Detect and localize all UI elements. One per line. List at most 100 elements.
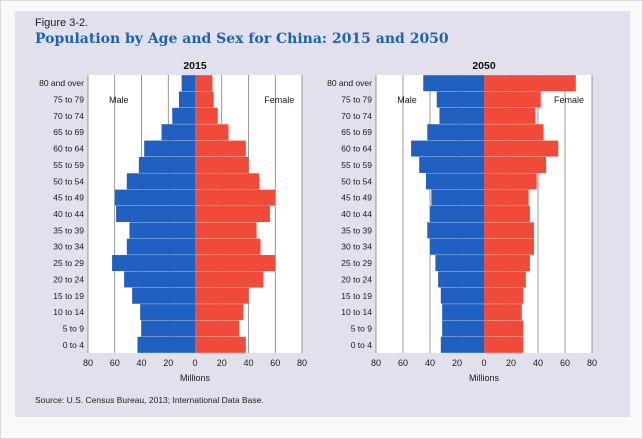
age-label: 50 to 54	[341, 176, 372, 186]
bar-male-7	[114, 189, 195, 206]
bar-male-11	[112, 255, 195, 272]
chart-title-2015: 2015	[183, 60, 207, 72]
bar-female-0	[484, 75, 576, 92]
age-label: 10 to 14	[53, 307, 84, 317]
x-tick-label: 80	[83, 358, 93, 368]
x-tick-label: 60	[560, 358, 570, 368]
bar-female-14	[484, 304, 522, 321]
bar-male-11	[435, 255, 484, 272]
age-label: 40 to 44	[53, 209, 84, 219]
bar-male-2	[439, 107, 484, 124]
chart-title-2050: 2050	[472, 60, 496, 72]
bar-female-9	[484, 222, 534, 239]
age-label: 60 to 64	[53, 144, 84, 154]
age-label: 65 to 69	[341, 127, 372, 137]
bar-female-1	[484, 91, 541, 108]
age-label: 70 to 74	[341, 111, 372, 121]
age-label: 75 to 79	[341, 95, 372, 105]
bar-female-15	[484, 320, 524, 337]
age-label: 10 to 14	[341, 307, 372, 317]
bar-female-8	[195, 205, 270, 223]
age-label: 45 to 49	[341, 193, 372, 203]
age-label: 15 to 19	[341, 291, 372, 301]
age-label: 25 to 29	[53, 258, 84, 268]
bar-female-10	[195, 238, 261, 255]
bar-male-10	[430, 238, 484, 255]
bar-male-12	[438, 271, 484, 288]
bar-female-11	[484, 255, 530, 272]
bar-female-5	[195, 156, 249, 173]
age-label: 15 to 19	[53, 291, 84, 301]
bar-female-4	[484, 140, 559, 157]
bar-female-16	[195, 336, 246, 353]
bar-male-4	[144, 140, 195, 157]
x-tick-label: 40	[243, 358, 253, 368]
bar-male-8	[116, 205, 195, 223]
age-label: 40 to 44	[341, 209, 372, 219]
bar-female-2	[195, 107, 218, 124]
bar-male-0	[423, 75, 484, 92]
series-label-female: Female	[264, 95, 294, 105]
series-label-female: Female	[554, 95, 584, 105]
age-label: 60 to 64	[341, 144, 372, 154]
bar-male-5	[419, 156, 484, 173]
bar-female-8	[484, 205, 530, 223]
bar-male-15	[141, 320, 195, 337]
x-tick-label: 80	[371, 358, 381, 368]
age-label: 5 to 9	[351, 323, 373, 333]
age-label: 20 to 24	[53, 274, 84, 284]
bar-female-16	[484, 336, 524, 353]
x-tick-label: 40	[533, 358, 543, 368]
bar-female-3	[484, 124, 544, 141]
age-label: 80 and over	[327, 78, 372, 88]
age-label: 35 to 39	[341, 225, 372, 235]
bar-female-3	[195, 124, 229, 141]
bar-male-10	[126, 238, 195, 255]
x-tick-label: 20	[506, 358, 516, 368]
bar-male-9	[129, 222, 195, 239]
population-pyramids: 2015 80 and over 75 to 79 70 to 74 65 to 69 6…	[39, 60, 597, 381]
bar-female-13	[195, 287, 249, 304]
x-tick-label: 20	[163, 358, 173, 368]
bar-male-7	[431, 189, 484, 206]
age-label: 70 to 74	[53, 111, 84, 121]
bar-male-9	[427, 222, 484, 239]
age-label: 20 to 24	[341, 274, 372, 284]
bar-female-12	[195, 271, 264, 288]
bar-female-0	[195, 75, 213, 92]
bar-male-2	[172, 107, 195, 124]
bar-male-6	[126, 173, 195, 190]
age-label: 55 to 59	[53, 160, 84, 170]
x-tick-label: 20	[217, 358, 227, 368]
bar-female-5	[484, 156, 547, 173]
x-tick-label: 60	[270, 358, 280, 368]
bar-female-7	[195, 189, 276, 206]
age-label: 75 to 79	[53, 95, 84, 105]
age-label: 30 to 34	[341, 242, 372, 252]
x-tick-label: 0	[481, 358, 486, 368]
bar-female-6	[484, 173, 537, 190]
source-note: Source: U.S. Census Bureau, 2013; Intern…	[35, 395, 264, 405]
bar-male-0	[181, 75, 195, 92]
figure-label: Figure 3-2.	[35, 17, 89, 29]
bar-female-12	[484, 271, 526, 288]
bar-female-15	[195, 320, 240, 337]
age-label: 50 to 54	[53, 176, 84, 186]
bar-female-14	[195, 304, 244, 321]
age-label: 5 to 9	[63, 323, 85, 333]
bar-male-6	[425, 173, 484, 190]
bar-male-16	[137, 336, 195, 353]
bar-male-5	[138, 156, 195, 173]
x-tick-label: 0	[192, 358, 197, 368]
figure-title: Population by Age and Sex for China: 201…	[35, 31, 449, 47]
age-label: 80 and over	[39, 78, 84, 88]
age-label: 30 to 34	[53, 242, 84, 252]
bar-female-7	[484, 189, 529, 206]
x-tick-label: 60	[398, 358, 408, 368]
age-label: 25 to 29	[341, 258, 372, 268]
age-label: 45 to 49	[53, 193, 84, 203]
series-label-male: Male	[109, 95, 129, 105]
figure-panel: Figure 3-2. Population by Age and Sex fo…	[15, 11, 630, 417]
bar-male-12	[124, 271, 195, 288]
x-tick-label: 80	[297, 358, 307, 368]
